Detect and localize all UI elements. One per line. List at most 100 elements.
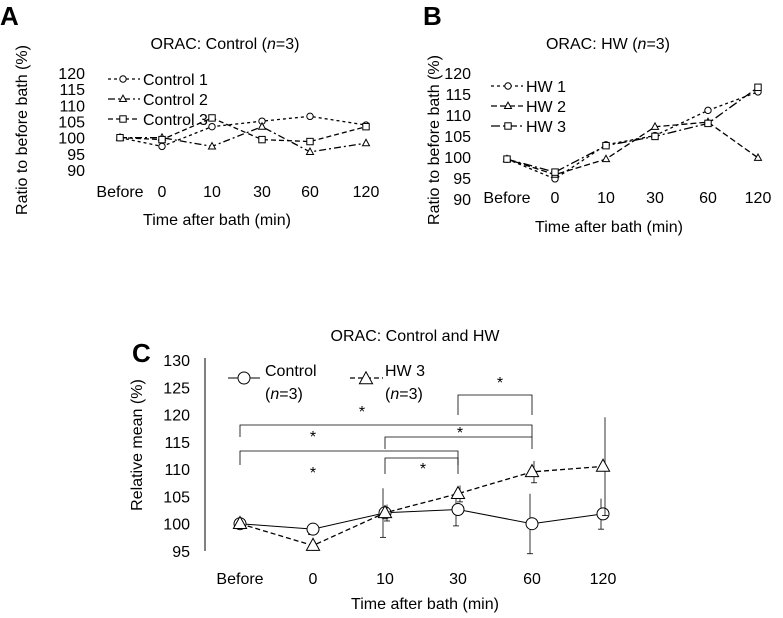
series-line — [119, 115, 367, 148]
series-line — [506, 121, 759, 176]
legend-marker — [504, 122, 512, 130]
x-tick-label: 0 — [309, 571, 318, 588]
significance-bracket — [384, 436, 533, 449]
y-axis-label: Ratio to before bath (%) — [426, 55, 443, 225]
x-tick-label: 10 — [597, 190, 615, 207]
x-axis-label: Time after bath (min) — [351, 596, 499, 613]
legend-label: (n=3) — [265, 386, 303, 403]
data-point — [362, 122, 370, 131]
x-tick-label: 120 — [745, 190, 772, 207]
panel-letter: B — [423, 1, 442, 31]
data-point — [596, 507, 610, 521]
y-tick-label: 115 — [445, 87, 471, 104]
significance-bracket — [457, 394, 533, 415]
y-tick-label: 95 — [453, 171, 471, 188]
data-point — [704, 106, 712, 115]
data-point — [450, 485, 466, 499]
y-axis-label: Ratio to before bath (%) — [14, 45, 31, 215]
data-point — [208, 114, 216, 122]
legend-label: HW 3 — [385, 363, 425, 380]
y-tick-label: 100 — [58, 131, 85, 148]
significance-star: * — [310, 465, 316, 482]
data-point — [158, 135, 166, 144]
chart-title: ORAC: Control and HW — [331, 328, 501, 345]
data-point — [551, 168, 559, 176]
x-axis-label: Time after bath (min) — [143, 212, 291, 229]
significance-star: * — [497, 375, 503, 392]
data-point — [306, 137, 314, 146]
data-point — [503, 155, 511, 163]
legend-suffix: =3) — [399, 386, 423, 403]
x-tick-label: 10 — [203, 184, 221, 201]
y-tick-label: 105 — [163, 489, 190, 506]
legend-marker — [119, 75, 127, 83]
x-tick-label: Before — [483, 190, 530, 207]
data-point — [704, 119, 712, 128]
data-point — [601, 154, 611, 163]
y-tick-label: 100 — [444, 150, 471, 167]
series-0 — [233, 488, 610, 555]
legend-paren: ( — [265, 386, 271, 403]
legend-label: HW 2 — [526, 99, 566, 116]
series-line — [506, 86, 759, 173]
legend-suffix: =3) — [279, 386, 303, 403]
title-prefix: ORAC: HW ( — [546, 36, 638, 53]
x-tick-label: Before — [216, 571, 263, 588]
legend-n: n — [390, 386, 399, 403]
y-tick-label: 110 — [445, 108, 471, 125]
series-line — [239, 465, 604, 547]
data-point — [524, 463, 540, 478]
data-point — [208, 122, 216, 131]
x-tick-label: 60 — [301, 184, 319, 201]
series-2 — [116, 114, 370, 146]
y-axis-label: Relative mean (%) — [129, 379, 146, 511]
data-point — [754, 83, 762, 91]
legend-label: HW 1 — [526, 79, 566, 96]
data-point — [232, 515, 248, 530]
legend-label: (n=3) — [385, 386, 423, 403]
chart-title: ORAC: Control (n=3) — [151, 36, 300, 53]
legend-label: Control 1 — [143, 72, 208, 89]
y-tick-label: 100 — [163, 517, 190, 534]
data-point — [753, 152, 763, 161]
legend-n: n — [270, 386, 279, 403]
significance-bracket — [384, 457, 459, 474]
series-line — [506, 91, 759, 180]
data-point — [257, 121, 267, 130]
significance-star: * — [420, 461, 426, 478]
panel-letter: C — [132, 338, 151, 368]
significance-star: * — [457, 425, 463, 442]
data-point — [451, 503, 465, 517]
y-tick-label: 120 — [58, 66, 85, 83]
x-tick-label: Before — [96, 184, 143, 201]
data-point — [306, 522, 320, 536]
legend-marker — [358, 370, 374, 385]
y-tick-label: 105 — [58, 115, 85, 132]
y-tick-label: 95 — [172, 544, 190, 561]
significance-star: * — [310, 429, 316, 446]
chart-title: ORAC: HW (n=3) — [546, 36, 670, 53]
series-2 — [503, 83, 762, 176]
data-point — [305, 147, 315, 155]
legend: HW 1 HW 2 HW 3 — [491, 79, 566, 136]
data-point — [207, 141, 217, 150]
data-point — [158, 142, 166, 151]
y-tick-label: 120 — [444, 66, 471, 83]
x-tick-label: 60 — [699, 190, 717, 207]
y-tick-label: 115 — [164, 435, 190, 452]
legend-marker — [118, 94, 128, 103]
data-point — [306, 112, 314, 121]
data-point — [602, 141, 610, 150]
title-n: n — [267, 36, 276, 53]
legend-marker — [119, 115, 127, 123]
x-tick-label: 10 — [376, 571, 394, 588]
legend-label: HW 3 — [526, 119, 566, 136]
legend-label: Control 3 — [143, 112, 208, 129]
x-tick-label: 30 — [449, 571, 467, 588]
legend-label: Control 2 — [143, 92, 208, 109]
series-line — [239, 509, 604, 530]
data-point — [377, 504, 393, 519]
data-point — [651, 132, 659, 141]
legend: Control(n=3)HW 3(n=3) — [228, 363, 425, 403]
